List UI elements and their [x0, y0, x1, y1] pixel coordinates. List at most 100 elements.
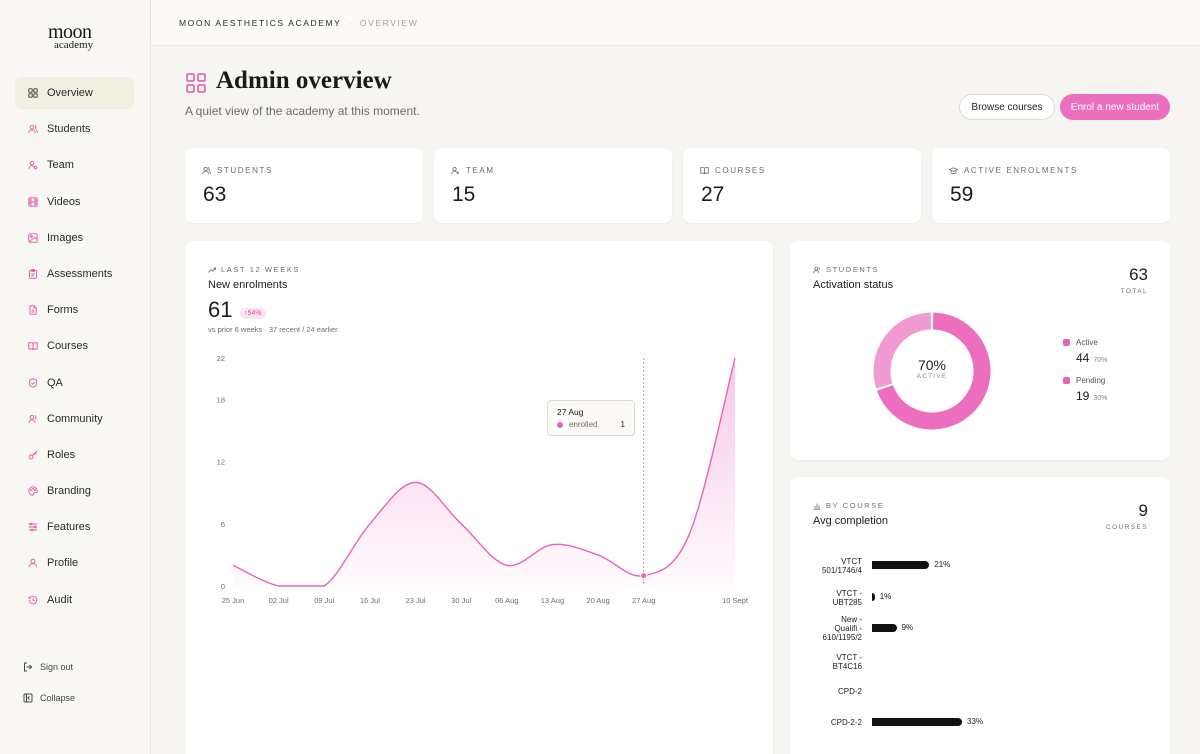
new-enrolments-card: LAST 12 WEEKS New enrolments 61 ↑54% vs …: [185, 241, 773, 754]
image-icon: [28, 233, 38, 243]
bar-category-line: New -: [841, 615, 862, 624]
sidebar-item-videos[interactable]: Videos: [15, 186, 134, 218]
x-tick-label: 27 Aug: [632, 596, 655, 605]
bar-category-line: 501/1746/4: [821, 565, 862, 575]
bar-value-label: 33%: [967, 717, 984, 726]
bar-category-line: CPD-2-2: [830, 718, 862, 727]
x-tick-label: 25 Jun: [222, 596, 245, 605]
legend-active: Active 44 70%: [1063, 338, 1107, 365]
completion-bar: [872, 561, 930, 569]
users-icon: [813, 266, 820, 273]
users-icon: [28, 124, 38, 134]
avg-completion-card: BY COURSE Avg completion 9 COURSES VTCT 5…: [790, 477, 1170, 754]
sidebar-item-overview[interactable]: Overview: [15, 77, 134, 109]
activation-donut-chart[interactable]: [790, 241, 1170, 460]
bar-category-line: 610/1195/2: [822, 633, 862, 642]
collapse-link[interactable]: Collapse: [23, 693, 75, 703]
courses-count: 9: [1138, 501, 1148, 520]
stat-value: 27: [701, 183, 725, 206]
active-percent: 70%: [917, 357, 947, 373]
sidebar-item-label: Images: [47, 231, 84, 244]
y-tick-label: 6: [221, 520, 225, 529]
sidebar-item-features[interactable]: Features: [15, 511, 134, 543]
legend-swatch: [1063, 377, 1070, 384]
stat-label: COURSES: [715, 166, 766, 175]
file-icon: [28, 305, 38, 315]
team-icon: [28, 160, 38, 170]
sign-out-link[interactable]: Sign out: [23, 662, 73, 672]
bar-category-label: CPD-2-2: [831, 718, 862, 727]
sidebar-item-audit[interactable]: Audit: [15, 584, 134, 616]
top-bar: MOON AESTHETICS ACADEMY · OVERVIEW: [151, 0, 1200, 46]
bar-value-label: 1%: [879, 592, 892, 601]
sliders-icon: [28, 522, 38, 532]
bar-category-line: CPD-2: [837, 687, 862, 696]
tooltip-series: enrolled: [569, 420, 598, 429]
sidebar-item-roles[interactable]: Roles: [15, 439, 134, 471]
sidebar-item-community[interactable]: Community: [15, 403, 134, 435]
bar-category-label: New - Qualifi -610/1195/2: [823, 615, 862, 642]
breadcrumb: MOON AESTHETICS ACADEMY · OVERVIEW: [179, 18, 418, 28]
book-icon: [700, 167, 709, 175]
sidebar-item-qa[interactable]: QA: [15, 367, 134, 399]
legend-percent: 70%: [1093, 357, 1108, 364]
sidebar-item-label: Features: [47, 521, 91, 534]
bar-chart-icon: [813, 503, 821, 510]
arrow-up-icon: ↑: [244, 310, 248, 317]
enrol-student-button[interactable]: Enrol a new student: [1060, 94, 1170, 120]
sidebar-item-team[interactable]: Team: [15, 149, 134, 181]
stat-card-team[interactable]: TEAM 15: [434, 148, 672, 223]
y-tick-label: 0: [221, 582, 225, 591]
x-tick-label: 13 Aug: [541, 596, 564, 605]
academy-logo[interactable]: moon academy: [48, 22, 108, 52]
bar-category-label: VTCT 501/1746/4: [822, 557, 862, 575]
enrolments-line: [232, 357, 736, 587]
breadcrumb-current: OVERVIEW: [359, 18, 419, 28]
stat-card-active-enrolments[interactable]: ACTIVE ENROLMENTS 59: [932, 148, 1170, 223]
history-icon: [28, 595, 38, 605]
sidebar-item-label: QA: [47, 376, 63, 389]
x-tick-label: 16 Jul: [360, 596, 380, 605]
trend-icon: [208, 267, 216, 273]
y-tick-label: 22: [217, 354, 225, 363]
stat-card-courses[interactable]: COURSES 27: [683, 148, 921, 223]
sidebar-item-label: Branding: [47, 485, 92, 498]
students-total-label: TOTAL: [1120, 288, 1148, 295]
bar-value-label: 21%: [934, 560, 951, 569]
completion-title: Avg completion: [813, 515, 889, 527]
x-tick-label: 23 Jul: [406, 596, 426, 605]
legend-swatch: [1063, 339, 1070, 346]
sidebar-item-branding[interactable]: Branding: [15, 475, 134, 507]
sidebar-item-assessments[interactable]: Assessments: [15, 258, 134, 290]
completion-bar: [872, 624, 897, 632]
sidebar-item-label: Audit: [47, 593, 73, 606]
sidebar-item-label: Team: [47, 159, 74, 172]
hover-point: [640, 572, 648, 580]
stat-value: 59: [950, 183, 974, 206]
tooltip-value: 1: [620, 420, 625, 429]
stat-label: ACTIVE ENROLMENTS: [964, 166, 1078, 175]
sidebar-item-label: Forms: [47, 304, 79, 317]
sign-out-icon: [24, 662, 33, 672]
chart-tooltip: 27 Aug enrolled 1: [547, 400, 635, 436]
stat-label: TEAM: [466, 166, 495, 175]
stat-card-students[interactable]: STUDENTS 63: [185, 148, 423, 223]
sidebar-item-profile[interactable]: Profile: [15, 547, 134, 579]
x-tick-label: 30 Jul: [451, 596, 471, 605]
students-total: 63: [1129, 265, 1148, 284]
collapse-icon: [23, 693, 33, 703]
sidebar-item-courses[interactable]: Courses: [15, 330, 134, 362]
sidebar-item-forms[interactable]: Forms: [15, 294, 134, 326]
legend-name: Pending: [1076, 376, 1106, 385]
dashboard-icon: [186, 73, 206, 93]
browse-courses-button[interactable]: Browse courses: [959, 94, 1055, 120]
sidebar-item-students[interactable]: Students: [15, 113, 134, 145]
breadcrumb-root[interactable]: MOON AESTHETICS ACADEMY: [179, 18, 342, 28]
sidebar-item-images[interactable]: Images: [15, 222, 134, 254]
film-icon: [28, 196, 38, 207]
stat-value: 15: [452, 183, 476, 206]
sidebar-item-label: Overview: [47, 87, 93, 99]
legend-name: Active: [1076, 338, 1098, 347]
donut-slice-active: [876, 312, 991, 430]
enrolments-area-chart[interactable]: 0 6 12 18 22 25 Jun 02 Jul 09 Jul 16 Jul 23 Jul 30…: [185, 241, 773, 754]
